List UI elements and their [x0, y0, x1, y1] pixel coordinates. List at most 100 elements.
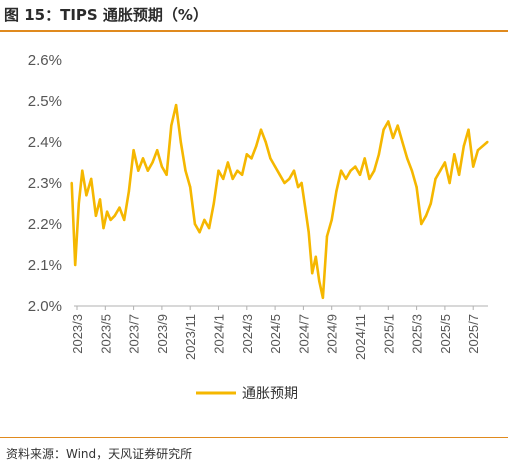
- data-point: [141, 157, 145, 160]
- data-point: [283, 181, 286, 185]
- y-tick-label: 2.2%: [28, 216, 62, 233]
- data-point: [90, 177, 93, 181]
- data-point: [132, 149, 135, 152]
- legend-label: 通胀预期: [242, 386, 298, 402]
- data-point: [231, 177, 234, 181]
- data-point: [335, 190, 338, 193]
- data-point: [410, 169, 414, 172]
- data-point: [296, 185, 300, 189]
- data-point: [118, 206, 121, 209]
- data-point: [146, 169, 149, 172]
- data-point: [278, 173, 281, 176]
- data-point: [377, 153, 381, 156]
- data-point: [179, 140, 182, 144]
- figure-header: 图 15：TIPS 通胀预期（%）: [0, 0, 508, 32]
- series-line: [70, 103, 489, 300]
- data-point: [311, 272, 314, 275]
- figure-title: 图 15：TIPS 通胀预期（%）: [4, 6, 208, 24]
- data-point: [74, 263, 77, 267]
- data-point: [156, 149, 159, 152]
- x-tick-label: 2023/9: [155, 314, 170, 354]
- data-point: [396, 124, 399, 127]
- y-tick-label: 2.1%: [28, 257, 62, 274]
- y-tick-label: 2.6%: [28, 52, 62, 69]
- data-point: [198, 231, 201, 234]
- data-point: [462, 144, 465, 148]
- data-point: [339, 169, 343, 172]
- data-point: [269, 157, 272, 160]
- y-tick-label: 2.5%: [28, 93, 62, 110]
- title-rule: [0, 30, 508, 32]
- data-point: [288, 177, 291, 181]
- data-point: [81, 169, 84, 172]
- x-tick-label: 2025/3: [410, 314, 425, 354]
- data-point: [363, 157, 366, 160]
- data-point: [273, 165, 277, 168]
- data-point: [314, 255, 317, 258]
- data-point: [109, 218, 112, 222]
- data-point: [304, 206, 307, 209]
- data-point: [443, 161, 447, 164]
- data-point: [406, 157, 409, 160]
- footer-rule: [0, 437, 508, 438]
- data-point: [434, 177, 437, 181]
- data-point: [137, 169, 140, 172]
- data-point: [102, 226, 105, 230]
- data-point: [212, 202, 215, 205]
- x-tick-label: 2025/1: [381, 314, 396, 354]
- data-point: [170, 124, 173, 127]
- data-point: [382, 128, 385, 131]
- x-tick-label: 2024/3: [240, 314, 255, 354]
- data-point: [151, 161, 154, 164]
- data-point: [321, 296, 325, 299]
- data-point: [292, 169, 296, 172]
- x-tick-label: 2024/11: [353, 314, 368, 360]
- data-point: [344, 177, 348, 181]
- x-axis: 2023/3 2023/5 2023/7 2023/9 2023/11 2024/1 202…: [70, 306, 481, 360]
- data-point: [85, 194, 88, 197]
- x-tick-label: 2023/7: [127, 314, 142, 354]
- data-point: [457, 173, 461, 176]
- data-point: [222, 177, 225, 181]
- data-point: [486, 140, 489, 144]
- data-point: [300, 181, 303, 185]
- data-point: [207, 226, 211, 230]
- data-point: [453, 153, 456, 156]
- data-point: [127, 190, 131, 193]
- data-point: [250, 157, 253, 160]
- data-point: [160, 165, 164, 168]
- data-point: [424, 214, 428, 217]
- data-point: [330, 218, 333, 222]
- x-tick-label: 2023/11: [183, 314, 198, 360]
- data-point: [368, 177, 371, 181]
- data-point: [240, 173, 244, 176]
- x-tick-label: 2024/7: [296, 314, 311, 354]
- data-point: [189, 185, 192, 189]
- data-point: [98, 198, 102, 201]
- data-point: [349, 169, 352, 172]
- data-point: [113, 214, 116, 217]
- data-point: [358, 173, 362, 176]
- data-point: [354, 165, 357, 168]
- x-tick-label: 2024/5: [268, 314, 283, 354]
- data-point: [165, 173, 168, 176]
- data-point: [401, 140, 404, 144]
- data-point: [476, 149, 480, 152]
- data-point: [217, 169, 220, 172]
- x-tick-label: 2023/3: [70, 314, 85, 354]
- data-point: [415, 185, 418, 189]
- data-point: [105, 210, 109, 213]
- source-note: 资料来源：Wind，天风证券研究所: [6, 447, 193, 461]
- data-point: [387, 120, 390, 123]
- legend: 通胀预期: [196, 386, 298, 402]
- data-point: [264, 140, 267, 144]
- data-point: [307, 231, 310, 234]
- data-point: [448, 181, 451, 185]
- data-point: [325, 235, 329, 238]
- x-tick-label: 2023/5: [98, 314, 113, 354]
- data-point: [472, 165, 475, 168]
- y-tick-label: 2.0%: [28, 298, 62, 315]
- x-tick-label: 2025/5: [438, 314, 453, 354]
- data-point: [70, 181, 73, 185]
- data-point: [318, 280, 321, 283]
